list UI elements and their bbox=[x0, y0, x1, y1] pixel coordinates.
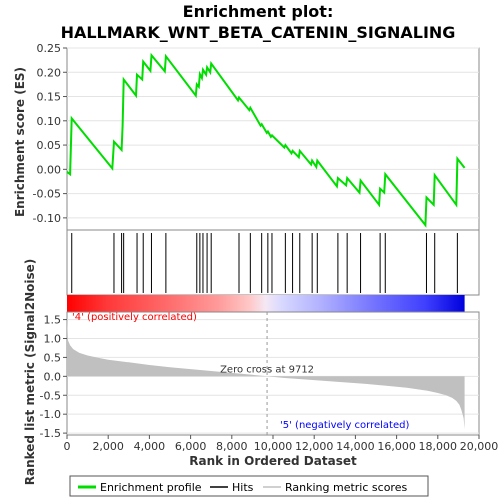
x-tick-label: 20,000 bbox=[460, 440, 499, 453]
metric-y-tick-label: 0.5 bbox=[44, 351, 62, 364]
x-tick-label: 16,000 bbox=[377, 440, 416, 453]
positive-correlation-label: '4' (positively correlated) bbox=[72, 312, 197, 323]
legend-box bbox=[69, 475, 429, 497]
chart-title-line1: Enrichment plot: bbox=[183, 2, 334, 21]
metric-y-tick-label: -0.5 bbox=[40, 389, 61, 402]
es-y-tick-label: -0.05 bbox=[33, 188, 61, 201]
es-y-tick-label: -0.10 bbox=[33, 212, 61, 225]
hits-panel-frame bbox=[66, 229, 480, 296]
metric-y-tick-label: 1.5 bbox=[44, 314, 62, 327]
x-tick-label: 4,000 bbox=[134, 440, 166, 453]
enrichment-profile-line bbox=[66, 52, 466, 228]
es-panel-frame bbox=[66, 47, 480, 231]
metric-y-axis-label: Ranked list metric (Signal2Noise) bbox=[23, 259, 37, 486]
metric-y-tick-label: -1.5 bbox=[40, 427, 61, 440]
x-tick-label: 12,000 bbox=[295, 440, 334, 453]
es-y-tick-labels: 0.25 0.20 0.15 0.10 0.05 0.00 -0.05 -0.10 bbox=[33, 42, 61, 225]
metric-y-tick-labels: 1.5 1.0 0.5 0.0 -0.5 -1.0 -1.5 bbox=[40, 314, 61, 441]
x-tick-label: 2,000 bbox=[92, 440, 124, 453]
x-tick-label: 14,000 bbox=[336, 440, 375, 453]
zero-cross-label: Zero cross at 9712 bbox=[220, 364, 314, 375]
hit-marks bbox=[71, 233, 458, 293]
rank-color-bar bbox=[67, 295, 465, 312]
es-y-tick-label: 0.15 bbox=[37, 91, 62, 104]
legend-metric-label: Ranking metric scores bbox=[285, 481, 407, 494]
es-y-tick-label: 0.20 bbox=[37, 66, 62, 79]
metric-y-tick-label: -1.0 bbox=[40, 408, 61, 421]
es-y-tick-label: 0.00 bbox=[37, 163, 62, 176]
es-y-tick-label: 0.05 bbox=[37, 139, 62, 152]
es-y-tick-label: 0.10 bbox=[37, 115, 62, 128]
metric-y-tick-label: 0.0 bbox=[44, 370, 62, 383]
x-tick-labels: 0 2,000 4,000 6,000 8,000 10,000 12,000 14,000 1… bbox=[64, 435, 499, 453]
x-tick-label: 0 bbox=[64, 440, 71, 453]
legend-enrichment-label: Enrichment profile bbox=[100, 481, 202, 494]
es-y-axis-label: Enrichment score (ES) bbox=[13, 67, 27, 217]
negative-correlation-label: '5' (negatively correlated) bbox=[280, 420, 409, 431]
x-tick-label: 10,000 bbox=[254, 440, 293, 453]
x-tick-label: 18,000 bbox=[419, 440, 458, 453]
x-tick-label: 8,000 bbox=[216, 440, 248, 453]
chart-title-line2: HALLMARK_WNT_BETA_CATENIN_SIGNALING bbox=[61, 23, 456, 42]
ranking-metric-area bbox=[67, 316, 465, 430]
x-tick-label: 6,000 bbox=[175, 440, 207, 453]
metric-y-tick-label: 1.0 bbox=[44, 332, 62, 345]
es-y-tick-label: 0.25 bbox=[37, 42, 62, 55]
x-axis-label: Rank in Ordered Dataset bbox=[189, 454, 357, 468]
legend-hits-label: Hits bbox=[232, 481, 254, 494]
